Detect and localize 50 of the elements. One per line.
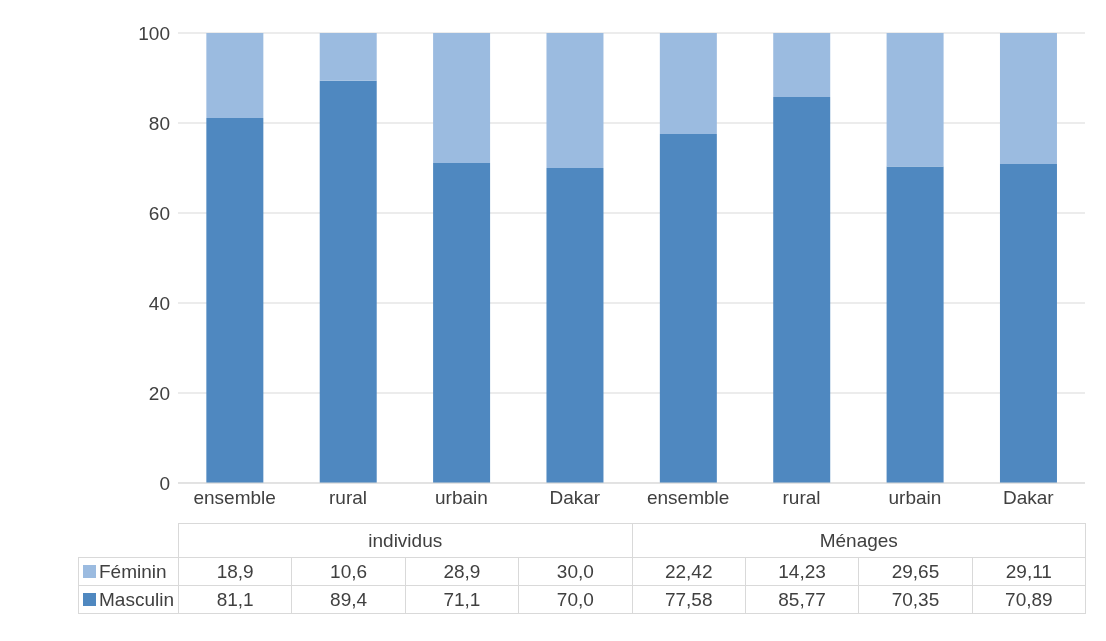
bar (206, 118, 264, 483)
bar (659, 133, 717, 483)
text: individus (178, 523, 632, 558)
data-label: 70,89 (972, 585, 1086, 614)
legend-label: Masculin (78, 585, 179, 614)
x-tick-label: rural (782, 487, 821, 509)
data-label: 89,4 (291, 585, 406, 614)
y-tick-label: 100 (138, 22, 170, 44)
data-label: 71,1 (405, 585, 519, 614)
data-label: 28,9 (405, 557, 519, 586)
x-tick-label: urbain (435, 487, 488, 509)
bar (659, 33, 717, 134)
bar (206, 33, 264, 119)
bar (773, 33, 831, 98)
y-tick-label: 0 (159, 472, 170, 494)
data-label: 85,77 (745, 585, 859, 614)
x-tick-label: Dakar (549, 487, 601, 509)
data-label: 30,0 (518, 557, 632, 586)
data-label: 70,0 (518, 585, 632, 614)
bar (546, 168, 604, 483)
bar (999, 164, 1057, 483)
bar (433, 33, 491, 164)
data-label: 29,65 (858, 557, 973, 586)
data-label: 81,1 (178, 585, 292, 614)
y-tick-label: 80 (148, 112, 170, 134)
data-label: 18,9 (178, 557, 292, 586)
data-label: 70,35 (858, 585, 973, 614)
data-label: 10,6 (291, 557, 406, 586)
x-tick-label: urbain (888, 487, 942, 509)
text: Ménages (632, 523, 1086, 558)
data-label: 22,42 (632, 557, 746, 586)
bar (546, 33, 604, 168)
bar (319, 80, 377, 483)
x-tick-label: ensemble (193, 487, 276, 509)
bar (999, 33, 1057, 164)
bar (886, 33, 944, 167)
y-tick-label: 60 (148, 202, 170, 224)
data-label: 14,23 (745, 557, 859, 586)
data-label: 77,58 (632, 585, 746, 614)
legend-label: Féminin (78, 557, 179, 586)
x-tick-label: Dakar (1002, 487, 1055, 509)
bar (433, 163, 491, 483)
y-tick-label: 40 (148, 292, 170, 314)
bar (773, 97, 831, 483)
x-tick-label: rural (329, 487, 368, 509)
data-label: 29,11 (972, 557, 1086, 586)
x-tick-label: ensemble (646, 487, 730, 509)
bar (886, 166, 944, 483)
y-tick-label: 20 (148, 382, 170, 404)
bar (319, 33, 377, 81)
